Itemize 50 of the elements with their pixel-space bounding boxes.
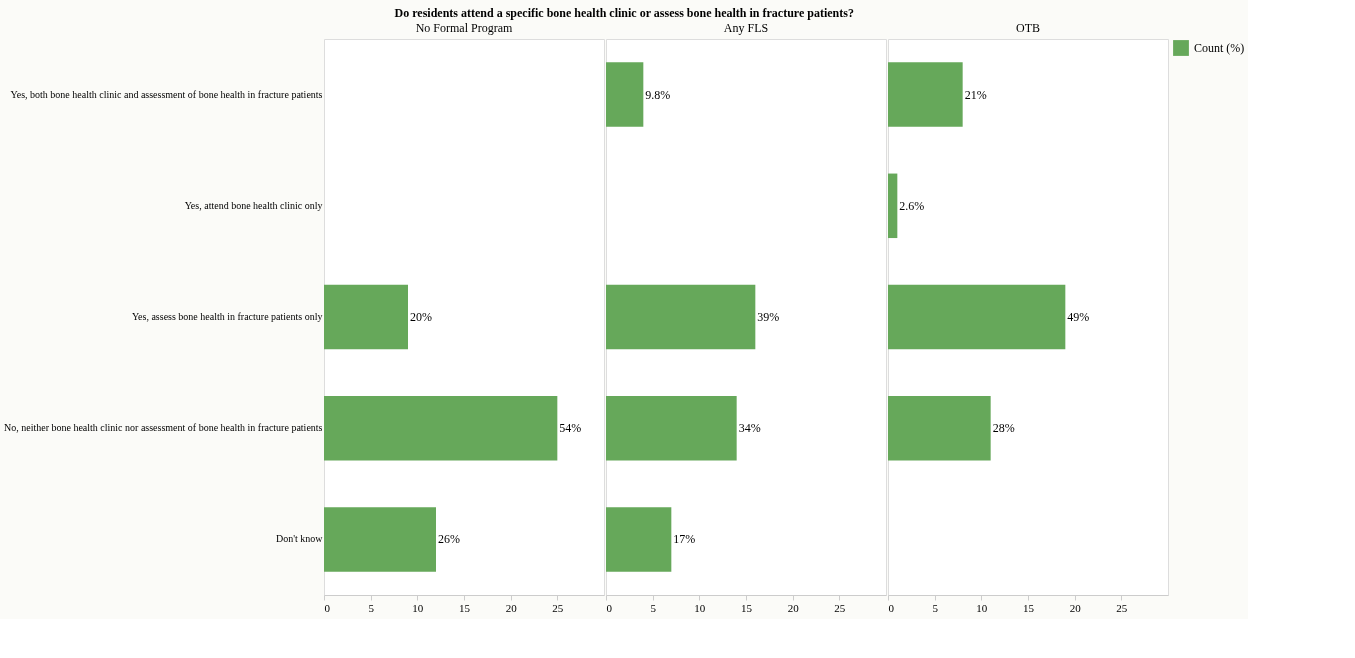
x-tick-label: 5	[368, 601, 375, 614]
annotation: 20%	[410, 310, 432, 324]
annotation: 26%	[438, 532, 460, 547]
bar	[888, 62, 963, 127]
bar	[888, 284, 1066, 350]
x-tick-label: 15	[459, 601, 471, 614]
x-tick-label: 10	[694, 601, 706, 614]
bar	[324, 507, 436, 572]
x-tick-label: 5	[650, 601, 657, 614]
bar	[888, 173, 898, 239]
x-tick-label: 25	[834, 601, 846, 614]
legend-label: Count (%)	[1194, 41, 1245, 55]
bar	[606, 284, 756, 350]
y-tick-label: Yes, assess bone health in fracture patients only	[131, 311, 323, 322]
x-tick-label: 25	[552, 601, 564, 614]
annotation: 17%	[673, 532, 696, 547]
x-tick-label: 0	[888, 601, 895, 614]
y-tick-label: Don't know	[275, 533, 324, 545]
y-tick-label: Yes, both bone health clinic and assessment of bone health in fracture patients	[10, 88, 323, 100]
bar	[606, 62, 644, 127]
x-tick-label: 25	[1116, 601, 1128, 614]
annotation: 39%	[757, 310, 780, 324]
y-tick-label: No, neither bone health clinic nor assessment of bone health in fracture patients	[3, 422, 323, 434]
annotation: 49%	[1067, 310, 1090, 324]
x-tick-label: 20	[787, 601, 800, 614]
x-tick-label: 10	[976, 601, 988, 614]
chart-subtitle: OTB	[1016, 21, 1040, 35]
x-tick-label: 10	[412, 601, 424, 614]
x-tick-label: 0	[324, 601, 331, 614]
y-tick-label: Yes, attend bone health clinic only	[184, 199, 323, 211]
chart-title: Do residents attend a specific bone health clinic or assess bone health in fracture patients?	[394, 5, 854, 20]
annotation: 54%	[559, 421, 582, 436]
annotation: 9.8%	[645, 87, 671, 102]
annotation: 21%	[964, 87, 987, 102]
bar	[324, 395, 558, 461]
annotation: 34%	[738, 421, 761, 436]
x-tick-label: 5	[932, 601, 939, 614]
x-tick-label: 20	[1069, 601, 1082, 614]
x-tick-label: 0	[606, 601, 613, 614]
chart-subtitle: Any FLS	[723, 21, 769, 35]
annotation: 2.6%	[899, 198, 925, 213]
bar	[888, 395, 991, 461]
bar	[324, 284, 408, 350]
annotation: 28%	[992, 421, 1015, 436]
x-tick-label: 15	[741, 601, 753, 614]
bar	[606, 507, 672, 572]
chart-subtitle: No Formal Program	[415, 21, 513, 35]
x-tick-label: 15	[1023, 601, 1035, 614]
bar	[606, 395, 737, 461]
x-tick-label: 20	[505, 601, 518, 614]
